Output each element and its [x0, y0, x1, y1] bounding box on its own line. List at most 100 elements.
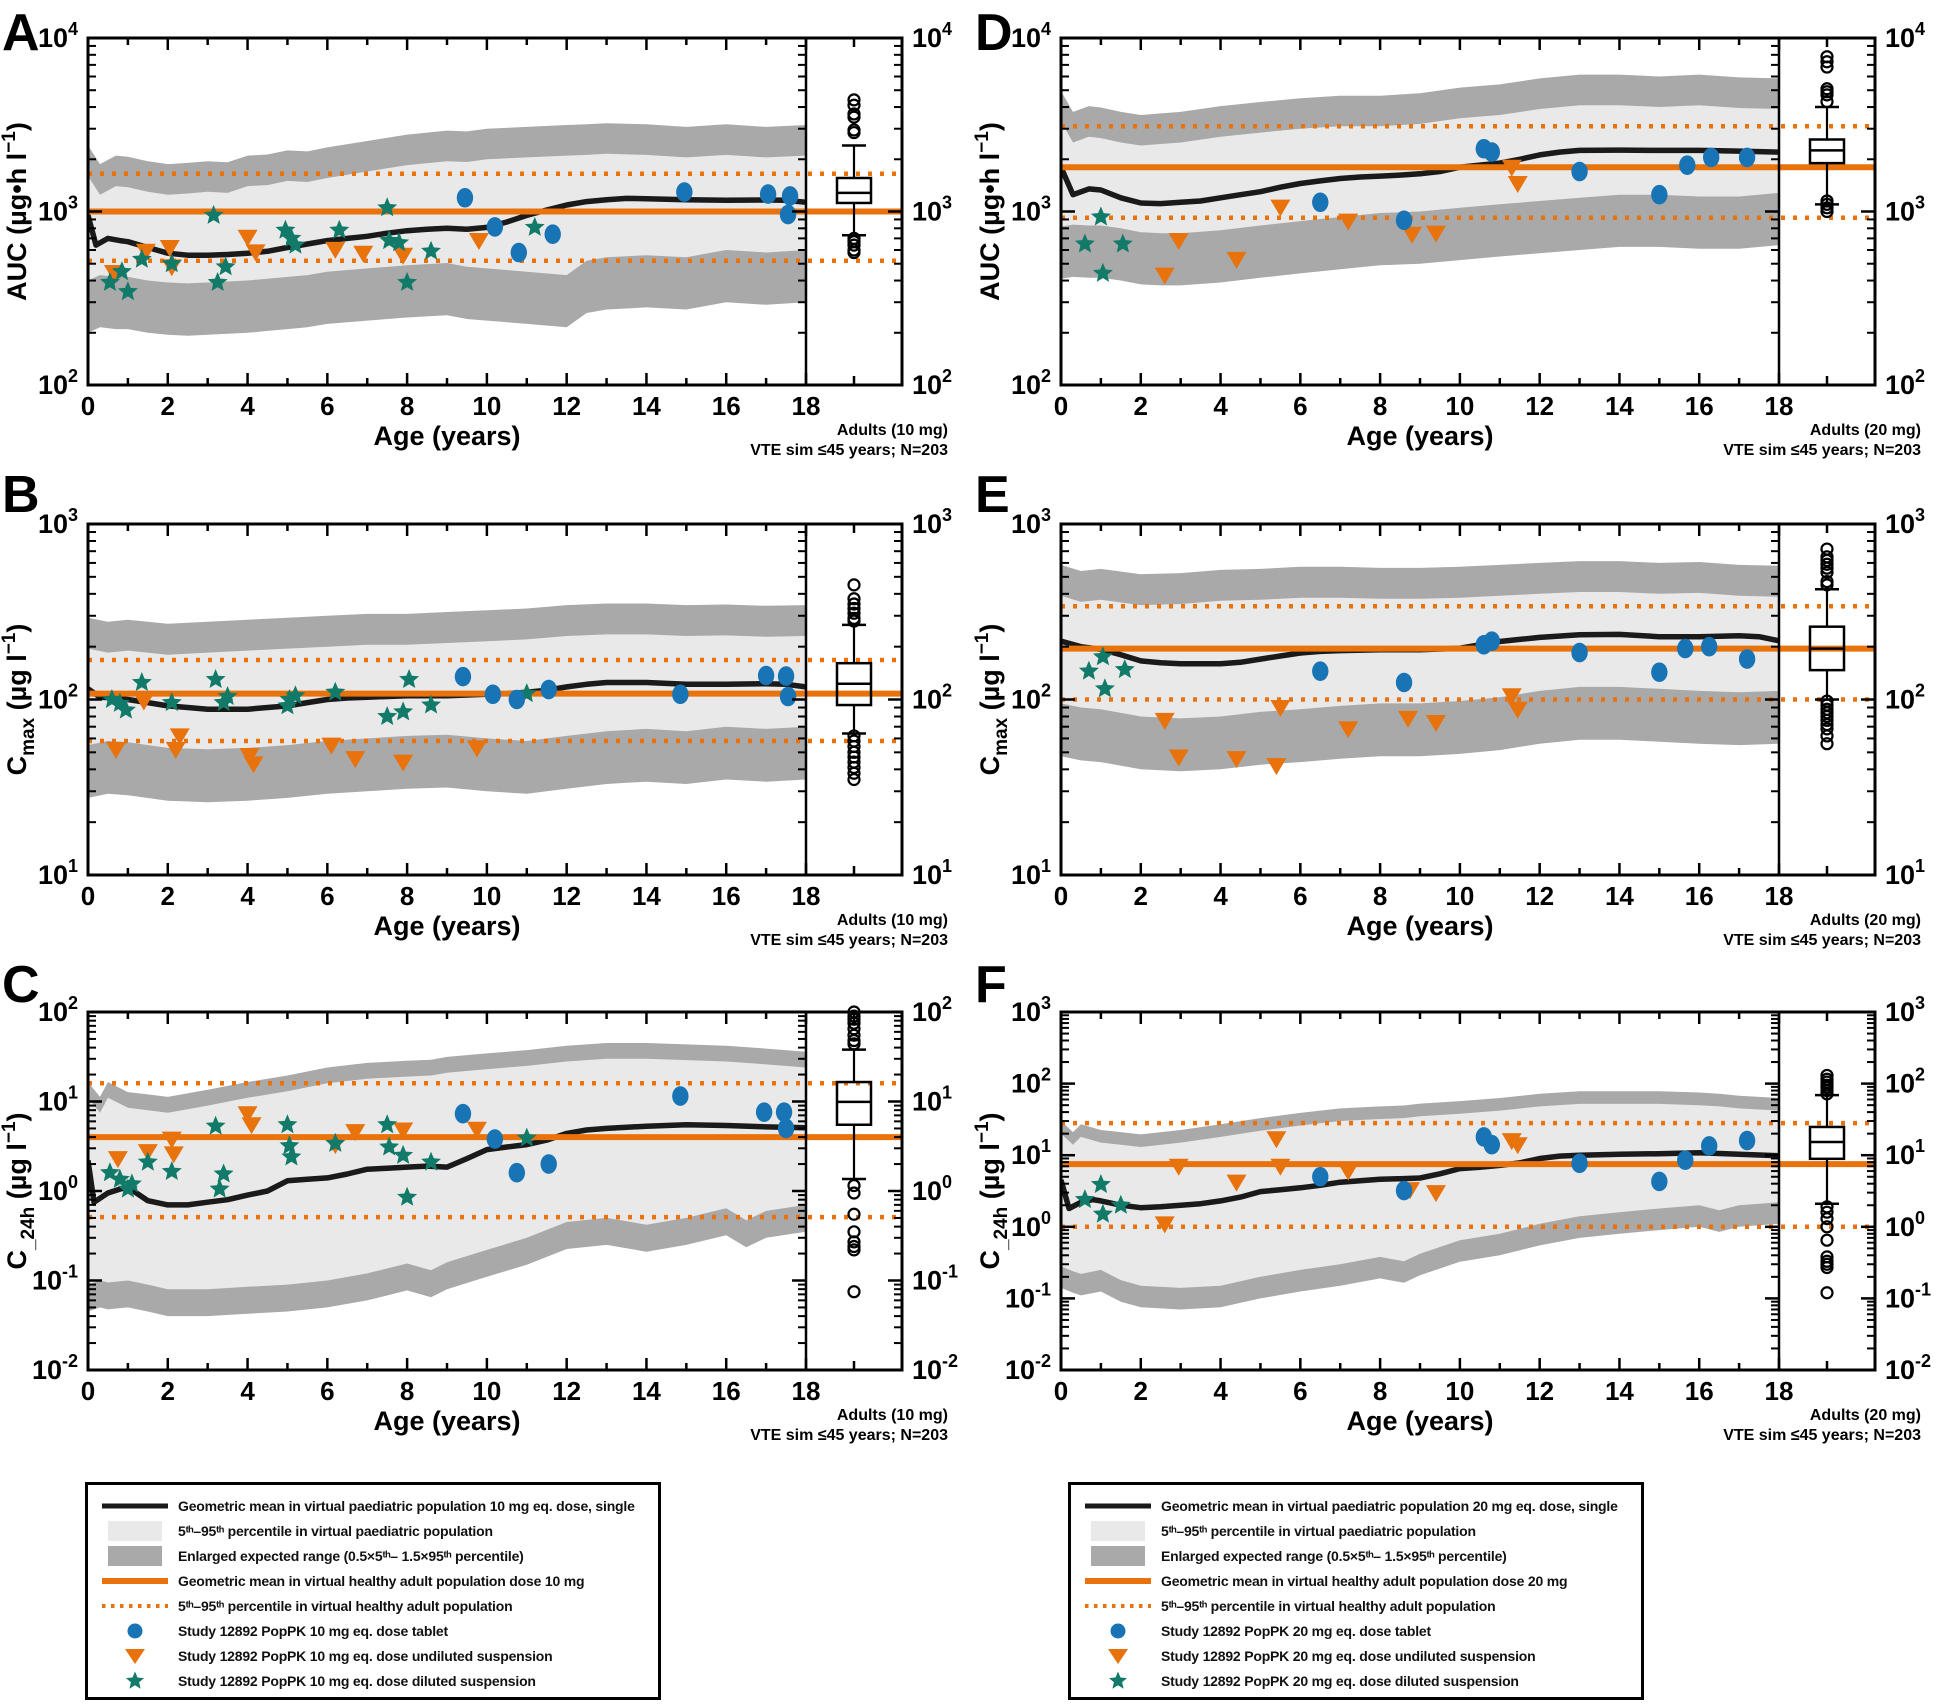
diluted-suspension-point — [205, 669, 226, 688]
undiluted-suspension-point — [1168, 749, 1189, 767]
x-axis-label: Age (years) — [1346, 421, 1493, 451]
legend-symbol — [1075, 1643, 1161, 1669]
legend-item-label: Enlarged expected range (0.5×5ᵗʰ– 1.5×95… — [1161, 1547, 1507, 1564]
x-tick-label: 6 — [1293, 1376, 1307, 1406]
tablet-point — [540, 1154, 557, 1174]
x-tick-label: 18 — [1765, 1376, 1794, 1406]
diluted-suspension-point — [213, 1163, 234, 1183]
x-tick-label: 18 — [792, 881, 821, 911]
x-tick-label: 14 — [1605, 391, 1634, 421]
y-tick-label: 101 — [912, 856, 952, 890]
box-outlier — [847, 766, 861, 780]
chart-panel-c: 0 2 4 6 8 10 12 14 16 18 102 102 101 101 100 100 10-1 10-… — [0, 956, 958, 1444]
y-tick-label: 102 — [1011, 366, 1051, 400]
legend-item-label: 5ᵗʰ–95ᵗʰ percentile in virtual healthy a… — [178, 1597, 513, 1614]
y-tick-label: 10-1 — [1005, 1279, 1051, 1313]
y-tick-label: 103 — [1885, 993, 1925, 1027]
box-outlier — [847, 1186, 861, 1200]
vte-sim-caption: VTE sim ≤45 years; N=203 — [750, 442, 948, 459]
tablet-point — [775, 1102, 793, 1122]
box-outlier — [1820, 1087, 1834, 1101]
diluted-suspension-point — [329, 219, 350, 239]
vte-sim-caption: VTE sim ≤45 years; N=203 — [750, 1427, 948, 1444]
y-tick-label: 100 — [1011, 1208, 1051, 1242]
diluted-suspension-point — [524, 216, 545, 236]
x-tick-label: 6 — [320, 1376, 334, 1406]
x-tick-label: 12 — [552, 1376, 581, 1406]
box-outlier — [847, 125, 861, 140]
box-outlier — [1820, 1205, 1834, 1219]
plot-area-a — [88, 123, 806, 336]
y-axis-label: C_24h​ (µg l−1​) — [973, 1112, 1012, 1269]
diluted-suspension-point — [1092, 1203, 1113, 1223]
tablet-point — [1738, 649, 1756, 669]
diluted-suspension-point — [1110, 1194, 1131, 1214]
undiluted-suspension-point — [159, 240, 180, 258]
box-outlier — [1820, 55, 1834, 69]
legend-item-label: Study 12892 PopPK 20 mg eq. dose diluted… — [1161, 1672, 1519, 1689]
x-tick-label: 10 — [1445, 391, 1474, 421]
undiluted-suspension-point — [237, 1106, 258, 1124]
x-tick-label: 12 — [552, 391, 581, 421]
y-tick-label: 102 — [912, 993, 952, 1027]
p5-p95-band — [1061, 1103, 1779, 1288]
y-tick-label: 102 — [912, 681, 952, 715]
y-axis-label: C_24h​ (µg l−1​) — [0, 1112, 39, 1269]
undiluted-suspension-point — [1266, 1131, 1287, 1149]
x-tick-label: 0 — [81, 391, 95, 421]
x-tick-label: 18 — [1765, 881, 1794, 911]
y-tick-label: 10-2 — [1885, 1351, 1931, 1385]
diluted-suspension-point — [421, 240, 441, 260]
x-tick-label: 6 — [320, 881, 334, 911]
adults-caption: Adults (20 mg) — [1810, 912, 1921, 929]
box-outlier — [1820, 565, 1834, 579]
x-tick-label: 4 — [240, 391, 255, 421]
diluted-suspension-point — [100, 272, 120, 291]
x-axis-label: Age (years) — [1346, 1406, 1493, 1436]
x-axis-label: Age (years) — [373, 911, 520, 941]
diluted-suspension-point — [389, 232, 410, 252]
tablet-point — [1738, 147, 1756, 168]
tablet-point — [777, 1118, 795, 1139]
undiluted-suspension-point — [1226, 1174, 1247, 1192]
undiluted-suspension-point — [1154, 1216, 1175, 1234]
diluted-suspension-point — [399, 669, 420, 688]
legend-item-label: Study 12892 PopPK 10 mg eq. dose diluted… — [178, 1672, 536, 1689]
box-outlier — [847, 1028, 861, 1042]
undiluted-suspension-point — [1425, 714, 1446, 732]
diluted-suspension-point — [377, 706, 398, 725]
y-tick-label: 102 — [38, 993, 78, 1027]
box-outlier — [1820, 1068, 1834, 1083]
y-tick-label: 100 — [912, 1172, 952, 1206]
y-axis-label: AUC (µg•h l−1​) — [0, 122, 32, 301]
tablet-point — [1571, 642, 1588, 663]
y-tick-label: 101 — [1011, 1136, 1051, 1170]
black-line-icon — [102, 1503, 168, 1508]
plot-area-b — [88, 603, 806, 803]
diluted-suspension-point — [516, 1127, 537, 1147]
legend-symbol — [92, 1543, 178, 1569]
tablet-point — [456, 187, 474, 208]
legend-item: Enlarged expected range (0.5×5ᵗʰ– 1.5×95… — [92, 1543, 652, 1568]
undiluted-suspension-point — [1501, 159, 1522, 177]
tablet-point — [779, 686, 797, 707]
panel-letter: D — [975, 4, 1013, 62]
plot-area-d — [1061, 74, 1779, 286]
undiluted-suspension-point — [1338, 721, 1359, 739]
tablet-point — [1571, 161, 1588, 182]
x-tick-label: 14 — [632, 1376, 661, 1406]
box-outlier — [847, 601, 861, 616]
y-tick-label: 103 — [912, 193, 952, 227]
x-tick-label: 14 — [632, 391, 661, 421]
tablet-point — [1651, 1171, 1668, 1192]
y-tick-label: 103 — [1011, 505, 1051, 539]
y-tick-label: 102 — [1885, 1065, 1925, 1099]
legend-item-label: 5ᵗʰ–95ᵗʰ percentile in virtual paediatri… — [1161, 1522, 1476, 1539]
diluted-suspension-point — [1092, 646, 1113, 666]
tablet-point — [1702, 147, 1720, 168]
y-tick-label: 10-1 — [32, 1262, 78, 1296]
diluted-suspension-point — [1078, 660, 1099, 680]
y-tick-label: 103 — [1885, 193, 1925, 227]
legend-symbol — [1075, 1543, 1161, 1569]
